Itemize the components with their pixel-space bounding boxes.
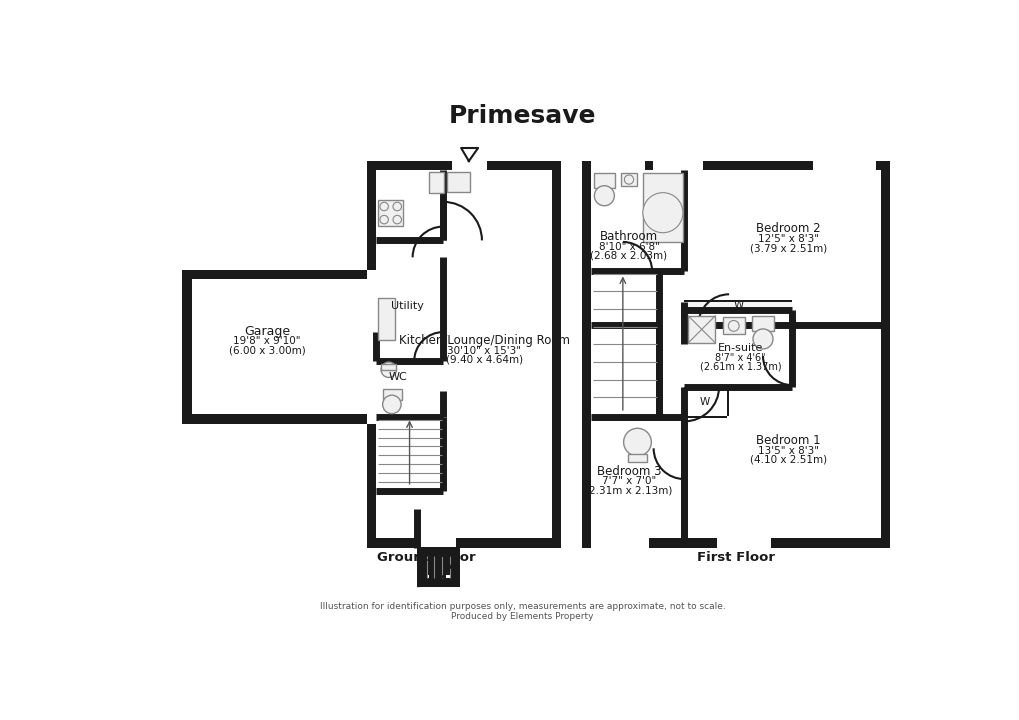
Text: Produced by Elements Property: Produced by Elements Property (451, 612, 593, 621)
Bar (880, 161, 890, 548)
Circle shape (624, 175, 633, 184)
Bar (582, 161, 890, 171)
Text: En-suite: En-suite (717, 343, 762, 354)
Bar (182, 415, 367, 423)
Bar (425, 565, 449, 575)
Bar (716, 539, 770, 548)
Bar (684, 300, 792, 311)
Bar (378, 200, 403, 226)
Circle shape (382, 395, 400, 414)
Bar (367, 161, 376, 270)
Text: 12'5" x 8'3": 12'5" x 8'3" (757, 234, 818, 244)
Bar (727, 387, 729, 416)
Text: Bathroom: Bathroom (599, 230, 657, 243)
Bar (683, 418, 686, 449)
Bar (182, 270, 192, 423)
Bar (582, 161, 591, 548)
Text: Kitchen/Lounge/Dining Room: Kitchen/Lounge/Dining Room (398, 334, 570, 347)
Bar (684, 310, 792, 311)
Text: 13'5" x 8'3": 13'5" x 8'3" (757, 446, 818, 456)
Circle shape (379, 202, 388, 211)
Bar (367, 423, 376, 548)
Circle shape (392, 215, 401, 224)
Bar (367, 161, 560, 171)
Bar (182, 270, 367, 279)
Text: (4.10 x 2.51m): (4.10 x 2.51m) (749, 455, 826, 465)
Bar (378, 298, 394, 341)
Text: (2.68 x 2.03m): (2.68 x 2.03m) (590, 251, 666, 261)
Text: Utility: Utility (390, 301, 423, 311)
Circle shape (594, 186, 613, 206)
Text: W: W (733, 300, 743, 310)
Circle shape (379, 215, 388, 224)
Bar (417, 577, 460, 587)
Bar (551, 161, 560, 548)
Bar (698, 323, 729, 328)
Bar (450, 547, 460, 587)
Circle shape (642, 193, 683, 233)
Text: Bedroom 2: Bedroom 2 (755, 222, 820, 235)
Bar (688, 316, 714, 343)
Circle shape (623, 428, 651, 456)
Bar (417, 539, 455, 548)
Bar (428, 172, 444, 194)
Circle shape (381, 362, 396, 377)
Circle shape (752, 329, 772, 349)
Text: 30'10" x 15'3": 30'10" x 15'3" (446, 346, 521, 356)
Bar (591, 161, 645, 171)
Bar (451, 161, 486, 171)
Bar (367, 539, 560, 548)
Bar (683, 344, 686, 379)
Text: Garage: Garage (244, 325, 289, 338)
Circle shape (728, 320, 739, 331)
Bar (381, 364, 396, 370)
Bar (582, 539, 890, 548)
Text: (9.40 x 4.64m): (9.40 x 4.64m) (445, 355, 523, 365)
Bar (447, 172, 470, 192)
Bar (421, 556, 453, 565)
Bar (684, 300, 792, 302)
Text: Primesave: Primesave (448, 104, 596, 127)
Text: Ground Floor: Ground Floor (377, 551, 475, 564)
Text: 8'10" x 6'8": 8'10" x 6'8" (598, 241, 659, 251)
Bar (642, 173, 683, 242)
Bar (812, 161, 875, 171)
Bar (790, 356, 794, 385)
Text: (2.31m x 2.13m): (2.31m x 2.13m) (585, 486, 673, 495)
Text: First Floor: First Floor (696, 551, 774, 564)
Bar (428, 575, 445, 584)
Bar (417, 547, 460, 556)
Text: (3.79 x 2.51m): (3.79 x 2.51m) (749, 243, 826, 253)
Text: Illustration for identification purposes only, measurements are approximate, not: Illustration for identification purposes… (320, 602, 725, 611)
Text: WC: WC (388, 372, 407, 382)
Text: Bedroom 1: Bedroom 1 (755, 434, 820, 447)
Bar (417, 547, 457, 556)
Bar (620, 173, 637, 186)
Bar (652, 161, 702, 171)
Text: 7'7" x 7'0": 7'7" x 7'0" (601, 477, 655, 487)
Circle shape (392, 202, 401, 211)
Bar (593, 173, 614, 188)
Bar (382, 389, 401, 400)
Bar (628, 454, 646, 462)
Bar (623, 270, 652, 274)
Text: W: W (699, 397, 709, 407)
Text: 8'7" x 4'6": 8'7" x 4'6" (714, 354, 765, 363)
Bar (722, 318, 744, 334)
Text: (2.61m x 1.37m): (2.61m x 1.37m) (699, 361, 781, 372)
Text: 19'8" x 9'10": 19'8" x 9'10" (233, 336, 301, 346)
Bar (417, 547, 426, 587)
Bar (358, 415, 367, 423)
Bar (751, 316, 773, 331)
Bar (684, 416, 727, 418)
Text: (6.00 x 3.00m): (6.00 x 3.00m) (228, 346, 305, 356)
Bar (591, 539, 648, 548)
Bar (684, 387, 727, 389)
Text: Bedroom 3: Bedroom 3 (596, 465, 660, 478)
